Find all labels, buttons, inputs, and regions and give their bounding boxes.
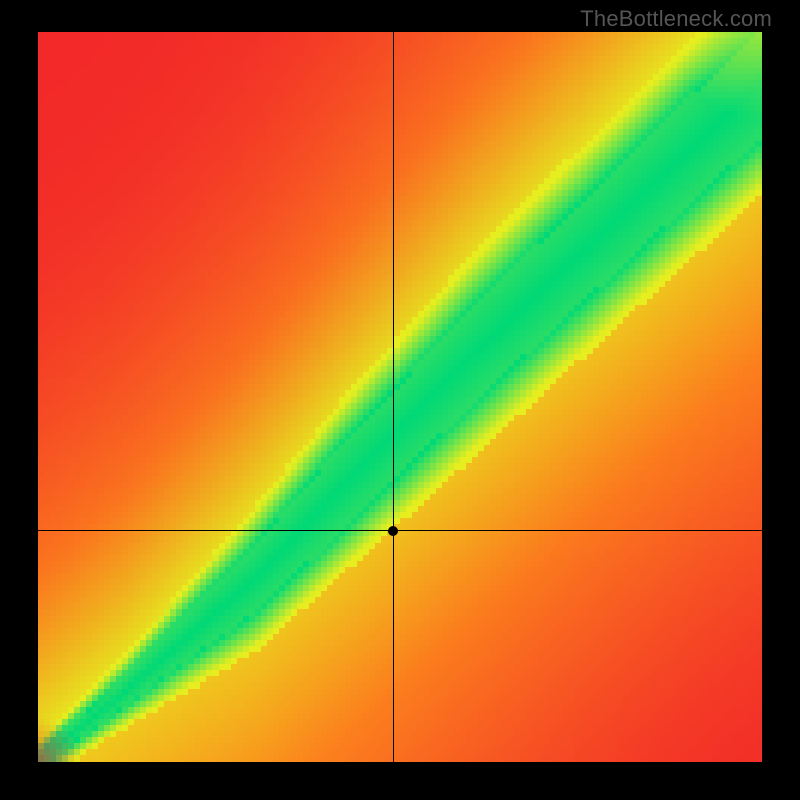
crosshair-marker-dot — [388, 526, 398, 536]
crosshair-vertical — [393, 32, 394, 762]
heatmap-plot — [38, 32, 762, 762]
crosshair-horizontal — [38, 530, 762, 531]
watermark-text: TheBottleneck.com — [580, 6, 772, 32]
heatmap-canvas — [38, 32, 762, 762]
